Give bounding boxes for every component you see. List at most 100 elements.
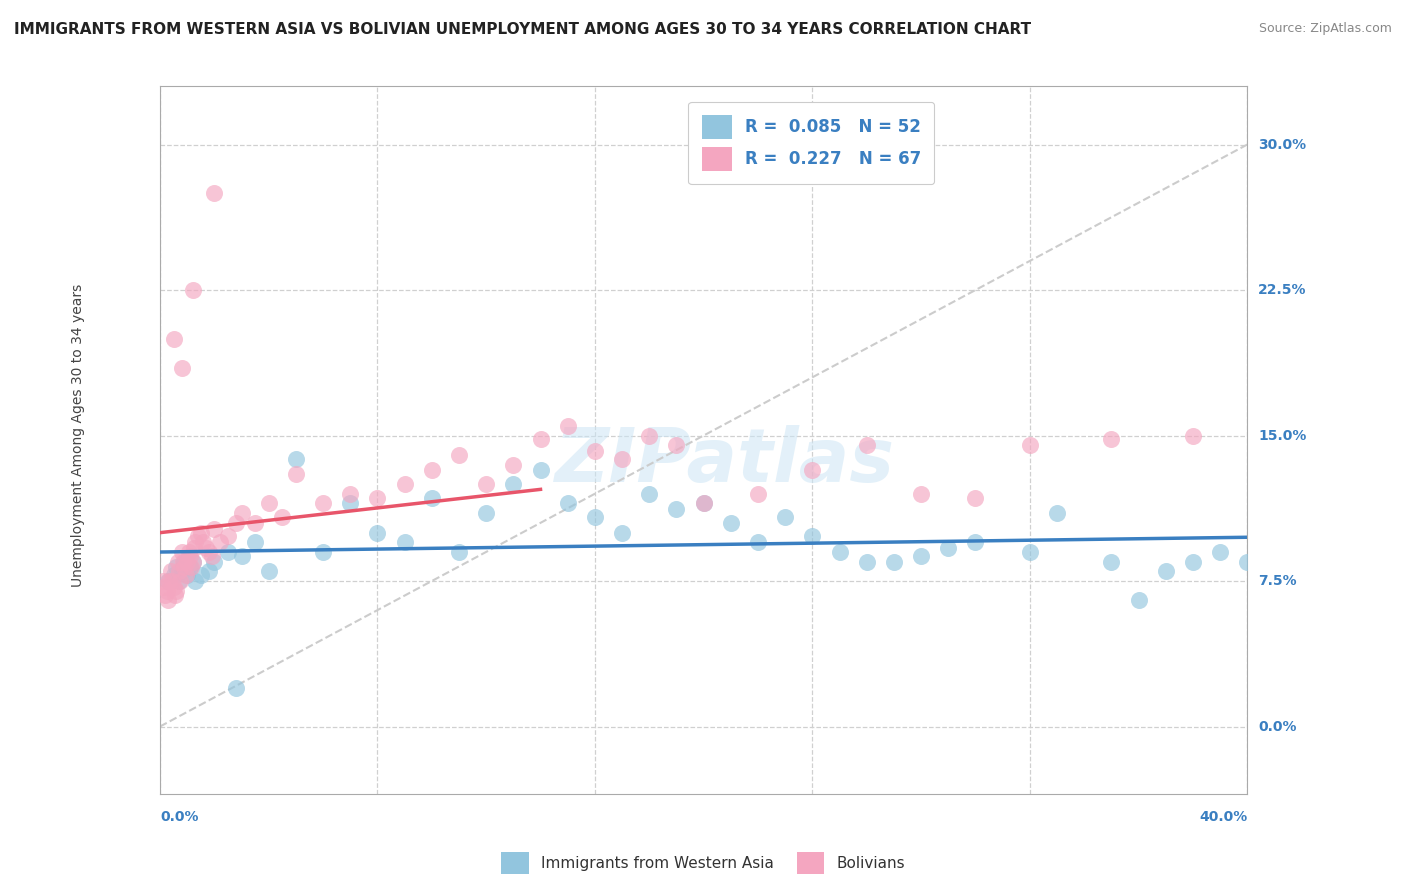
Point <box>271 510 294 524</box>
Point <box>179 560 201 574</box>
Point <box>312 545 335 559</box>
Text: 30.0%: 30.0% <box>1258 137 1306 152</box>
Point <box>965 535 987 549</box>
Point <box>312 496 335 510</box>
Text: Source: ZipAtlas.com: Source: ZipAtlas.com <box>1258 22 1392 36</box>
Point <box>720 516 742 530</box>
Point <box>198 545 221 559</box>
Point <box>231 549 253 563</box>
Point <box>160 565 183 579</box>
Text: 15.0%: 15.0% <box>1258 428 1306 442</box>
Text: 7.5%: 7.5% <box>1258 574 1296 588</box>
Point <box>181 555 204 569</box>
Point <box>1099 555 1122 569</box>
Point <box>855 555 877 569</box>
Point <box>284 467 307 482</box>
Point <box>339 496 361 510</box>
Point <box>162 580 184 594</box>
Point <box>159 574 181 588</box>
Text: 0.0%: 0.0% <box>160 810 198 824</box>
Point <box>176 568 198 582</box>
Point <box>152 574 174 588</box>
Point <box>187 529 209 543</box>
Point <box>475 477 498 491</box>
Point <box>339 487 361 501</box>
Point <box>1181 428 1204 442</box>
Point <box>162 568 184 582</box>
Point <box>557 418 579 433</box>
Point <box>163 588 186 602</box>
Point <box>198 565 221 579</box>
Point <box>179 549 201 563</box>
Point <box>366 491 388 505</box>
Point <box>529 433 551 447</box>
Point <box>184 574 207 588</box>
Point <box>160 574 183 588</box>
Point <box>1236 555 1258 569</box>
Point <box>665 438 688 452</box>
Point <box>583 444 606 458</box>
Point <box>284 451 307 466</box>
Point <box>257 565 280 579</box>
Point <box>181 283 204 297</box>
Point <box>156 583 179 598</box>
Point <box>170 360 193 375</box>
Point <box>747 535 769 549</box>
Point <box>173 555 195 569</box>
Point <box>193 535 215 549</box>
Point <box>420 491 443 505</box>
Text: Unemployment Among Ages 30 to 34 years: Unemployment Among Ages 30 to 34 years <box>72 284 86 587</box>
Legend: R =  0.085   N = 52, R =  0.227   N = 67: R = 0.085 N = 52, R = 0.227 N = 67 <box>688 102 935 184</box>
Point <box>366 525 388 540</box>
Point <box>155 588 177 602</box>
Point <box>174 568 197 582</box>
Point <box>172 555 194 569</box>
Point <box>1154 565 1177 579</box>
Point <box>910 549 932 563</box>
Point <box>1209 545 1232 559</box>
Point <box>502 458 524 472</box>
Text: 0.0%: 0.0% <box>1258 720 1296 733</box>
Point <box>166 555 188 569</box>
Point <box>184 535 207 549</box>
Point <box>165 583 187 598</box>
Point <box>1046 506 1069 520</box>
Point <box>638 428 661 442</box>
Text: ZIPatlas: ZIPatlas <box>555 425 896 498</box>
Point <box>801 529 824 543</box>
Point <box>176 555 198 569</box>
Point <box>165 560 187 574</box>
Point <box>583 510 606 524</box>
Point <box>420 463 443 477</box>
Point <box>190 525 212 540</box>
Point <box>1181 555 1204 569</box>
Text: 40.0%: 40.0% <box>1199 810 1247 824</box>
Point <box>828 545 851 559</box>
Point <box>965 491 987 505</box>
Text: IMMIGRANTS FROM WESTERN ASIA VS BOLIVIAN UNEMPLOYMENT AMONG AGES 30 TO 34 YEARS : IMMIGRANTS FROM WESTERN ASIA VS BOLIVIAN… <box>14 22 1031 37</box>
Point <box>167 574 190 588</box>
Point <box>170 545 193 559</box>
Point <box>183 541 205 555</box>
Point <box>883 555 905 569</box>
Point <box>936 541 959 555</box>
Point <box>1099 433 1122 447</box>
Point <box>557 496 579 510</box>
Point <box>157 593 180 607</box>
Point <box>692 496 714 510</box>
Point <box>225 516 247 530</box>
Point <box>180 560 202 574</box>
Point <box>167 565 190 579</box>
Point <box>173 560 195 574</box>
Point <box>162 332 184 346</box>
Point <box>610 525 633 540</box>
Point <box>692 496 714 510</box>
Point <box>177 545 200 559</box>
Point <box>201 549 224 563</box>
Point <box>217 545 239 559</box>
Point <box>243 535 266 549</box>
Point <box>910 487 932 501</box>
Point <box>855 438 877 452</box>
Point <box>157 574 180 588</box>
Point <box>394 535 416 549</box>
